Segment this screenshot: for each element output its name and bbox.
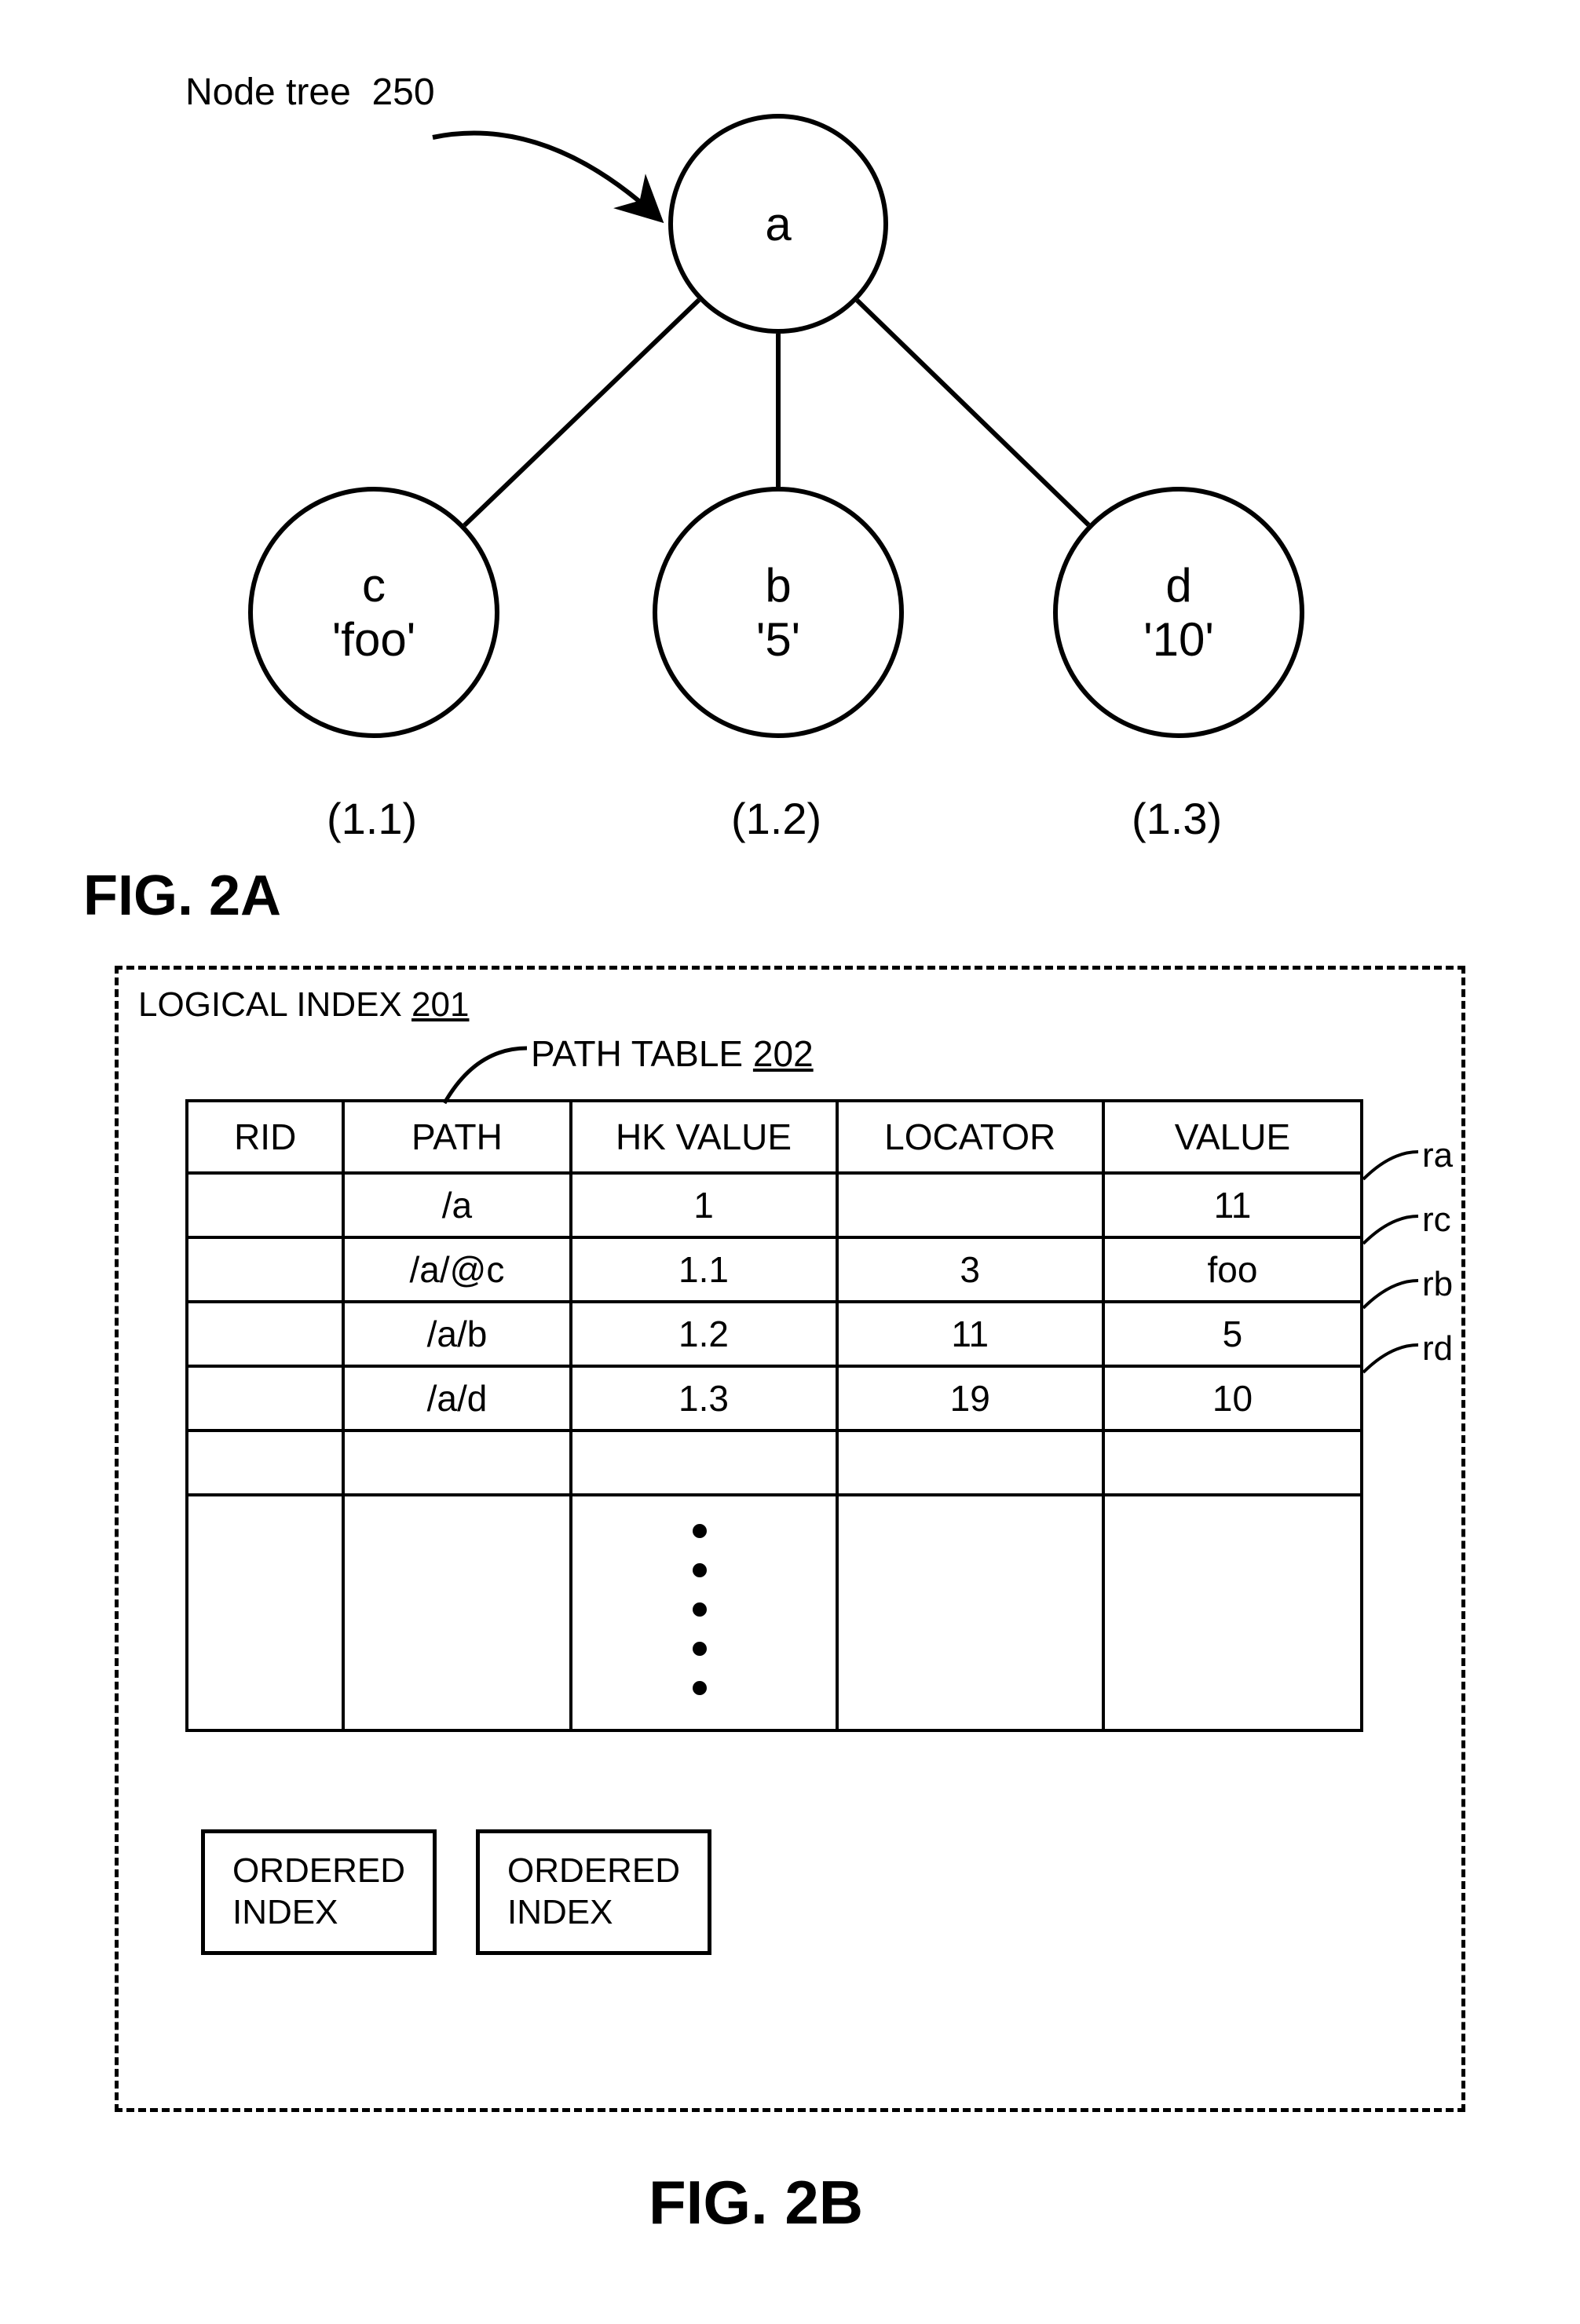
table-cell: 1.3 — [571, 1366, 837, 1431]
table-row: /a/d1.31910 — [187, 1366, 1362, 1431]
ordered-index-label: ORDEREDINDEX — [232, 1851, 405, 1934]
hk-label-c: (1.1) — [327, 793, 417, 844]
ordered-index-box-1: ORDEREDINDEX — [201, 1829, 437, 1955]
table-cell: 1 — [571, 1173, 837, 1237]
table-cell — [1103, 1431, 1362, 1495]
row-label: rd — [1422, 1329, 1453, 1368]
table-cell — [187, 1431, 343, 1495]
logical-index-label: LOGICAL INDEX 201 — [138, 985, 469, 1025]
column-header: HK VALUE — [571, 1101, 837, 1173]
node-label: a — [765, 197, 791, 251]
table-cell: /a/@c — [343, 1237, 570, 1302]
table-cell — [187, 1366, 343, 1431]
column-header: LOCATOR — [837, 1101, 1103, 1173]
table-cell — [187, 1495, 343, 1730]
tree-node-a: a — [668, 114, 888, 334]
tree-node-b: b '5' — [653, 487, 904, 738]
table-ellipsis — [676, 1515, 723, 1719]
node-value: '10' — [1143, 612, 1214, 667]
table-cell — [837, 1173, 1103, 1237]
ordered-index-label: ORDEREDINDEX — [507, 1851, 680, 1934]
column-header: RID — [187, 1101, 343, 1173]
node-label: c — [362, 558, 386, 612]
table-cell: 11 — [837, 1302, 1103, 1366]
fig-2a-title: FIG. 2A — [83, 864, 281, 928]
node-value: '5' — [756, 612, 800, 667]
tree-node-d: d '10' — [1053, 487, 1304, 738]
table-cell — [837, 1431, 1103, 1495]
fig-2a: Node tree 250 a c 'foo' b '5' — [83, 63, 1497, 966]
table-row — [187, 1431, 1362, 1495]
table-cell: 1.1 — [571, 1237, 837, 1302]
node-label: d — [1165, 558, 1191, 612]
table-cell: /a — [343, 1173, 570, 1237]
table-row — [187, 1495, 1362, 1730]
table-cell — [1103, 1495, 1362, 1730]
fig-2b-title: FIG. 2B — [649, 2167, 863, 2238]
table-cell — [837, 1495, 1103, 1730]
table-row: /a/b1.2115 — [187, 1302, 1362, 1366]
table-row: /a/@c1.13foo — [187, 1237, 1362, 1302]
table-cell — [187, 1302, 343, 1366]
table-header-row: RIDPATHHK VALUELOCATORVALUE — [187, 1101, 1362, 1173]
row-label: ra — [1422, 1136, 1453, 1175]
table-cell — [187, 1173, 343, 1237]
table-cell: 19 — [837, 1366, 1103, 1431]
table-cell — [571, 1431, 837, 1495]
hk-label-b: (1.2) — [731, 793, 821, 844]
column-header: VALUE — [1103, 1101, 1362, 1173]
table-cell: /a/d — [343, 1366, 570, 1431]
table-cell: 3 — [837, 1237, 1103, 1302]
hk-label-d: (1.3) — [1132, 793, 1222, 844]
table-cell — [343, 1431, 570, 1495]
table-cell: 10 — [1103, 1366, 1362, 1431]
table-cell — [187, 1237, 343, 1302]
table-cell: 5 — [1103, 1302, 1362, 1366]
column-header: PATH — [343, 1101, 570, 1173]
path-table-label: PATH TABLE 202 — [531, 1032, 814, 1075]
table-cell: foo — [1103, 1237, 1362, 1302]
row-label: rc — [1422, 1200, 1451, 1240]
table-cell: /a/b — [343, 1302, 570, 1366]
table-cell — [343, 1495, 570, 1730]
node-label: b — [765, 558, 791, 612]
tree-pointer-arrow — [433, 133, 660, 220]
table-row: /a111 — [187, 1173, 1362, 1237]
fig-2b: LOGICAL INDEX 201 PATH TABLE 202 RIDPATH… — [83, 966, 1497, 2261]
node-value: 'foo' — [332, 612, 415, 667]
table-cell: 1.2 — [571, 1302, 837, 1366]
path-table: RIDPATHHK VALUELOCATORVALUE /a111/a/@c1.… — [185, 1099, 1363, 1732]
tree-node-c: c 'foo' — [248, 487, 499, 738]
row-label: rb — [1422, 1265, 1453, 1304]
table-cell: 11 — [1103, 1173, 1362, 1237]
ordered-index-box-2: ORDEREDINDEX — [476, 1829, 711, 1955]
